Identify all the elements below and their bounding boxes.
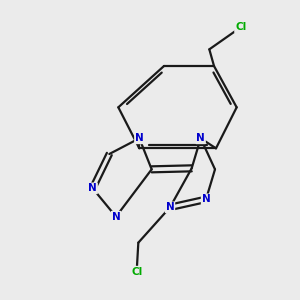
Text: N: N — [135, 133, 144, 143]
Text: N: N — [88, 183, 97, 193]
Text: Cl: Cl — [235, 22, 246, 32]
Text: N: N — [202, 194, 210, 204]
Text: N: N — [112, 212, 120, 222]
Text: N: N — [196, 133, 205, 143]
Text: Cl: Cl — [131, 267, 142, 277]
Text: N: N — [166, 202, 174, 212]
